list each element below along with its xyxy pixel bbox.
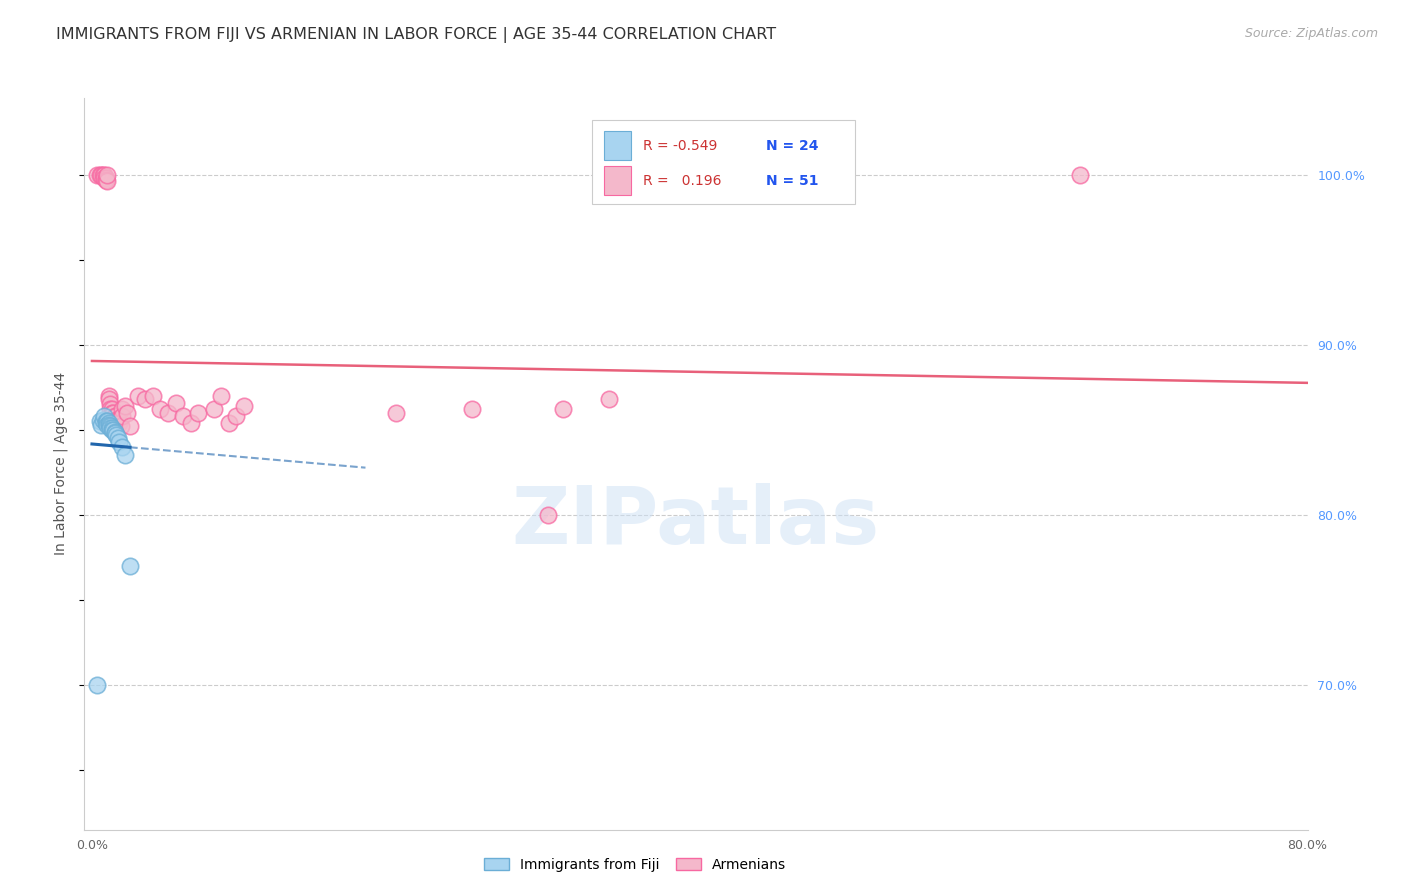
Point: [149, 402, 172, 417]
Text: IMMIGRANTS FROM FIJI VS ARMENIAN IN LABOR FORCE | AGE 35-44 CORRELATION CHART: IMMIGRANTS FROM FIJI VS ARMENIAN IN LABO…: [56, 27, 776, 43]
FancyBboxPatch shape: [605, 166, 631, 195]
Point: [105, 412, 128, 426]
Point: [598, 392, 620, 407]
Point: [110, 419, 132, 434]
Point: [118, 558, 141, 573]
Point: [107, 412, 129, 426]
Point: [172, 409, 194, 424]
Point: [93, 168, 115, 182]
Point: [105, 409, 128, 424]
Text: Source: ZipAtlas.com: Source: ZipAtlas.com: [1244, 27, 1378, 40]
Point: [90, 168, 112, 182]
Point: [90, 417, 112, 432]
Point: [100, 421, 122, 435]
Point: [93, 171, 115, 186]
Point: [108, 416, 131, 430]
Point: [96, 417, 118, 432]
Text: ZIPatlas: ZIPatlas: [512, 483, 880, 561]
Legend: Immigrants from Fiji, Armenians: Immigrants from Fiji, Armenians: [478, 853, 792, 878]
FancyBboxPatch shape: [592, 120, 855, 204]
Point: [91, 412, 114, 426]
Point: [156, 406, 179, 420]
Point: [103, 406, 125, 420]
Point: [225, 409, 247, 424]
Text: N = 24: N = 24: [766, 138, 818, 153]
Point: [111, 409, 134, 424]
Point: [114, 448, 136, 462]
Point: [537, 508, 560, 522]
Point: [97, 416, 120, 430]
Point: [107, 431, 129, 445]
Point: [97, 392, 120, 407]
Point: [232, 399, 254, 413]
Point: [100, 423, 122, 437]
Point: [97, 389, 120, 403]
Point: [104, 426, 127, 441]
Point: [100, 406, 122, 420]
Point: [98, 397, 121, 411]
Point: [94, 171, 117, 186]
Point: [127, 389, 149, 403]
Point: [89, 414, 111, 428]
Point: [105, 428, 128, 442]
Text: N = 51: N = 51: [766, 174, 818, 188]
Y-axis label: In Labor Force | Age 35-44: In Labor Force | Age 35-44: [53, 372, 69, 556]
Point: [1069, 168, 1091, 182]
Point: [209, 389, 232, 403]
Point: [104, 409, 127, 424]
Point: [86, 168, 108, 182]
Point: [91, 168, 114, 182]
Point: [98, 421, 121, 435]
Point: [108, 434, 131, 449]
Point: [98, 419, 121, 434]
Point: [118, 419, 141, 434]
Point: [103, 423, 125, 437]
Point: [94, 416, 117, 430]
FancyBboxPatch shape: [605, 131, 631, 161]
Point: [96, 174, 118, 188]
Point: [107, 416, 129, 430]
Text: R =   0.196: R = 0.196: [644, 174, 721, 188]
Point: [86, 678, 108, 692]
Point: [134, 392, 156, 407]
Point: [93, 409, 115, 424]
Text: R = -0.549: R = -0.549: [644, 138, 717, 153]
Point: [98, 402, 121, 417]
Point: [180, 416, 202, 430]
Point: [96, 168, 118, 182]
Point: [202, 402, 225, 417]
Point: [187, 406, 209, 420]
Point: [94, 414, 117, 428]
Point: [142, 389, 165, 403]
Point: [108, 412, 131, 426]
Point: [111, 440, 134, 454]
Point: [96, 414, 118, 428]
Point: [115, 406, 138, 420]
Point: [111, 402, 134, 417]
Point: [89, 168, 111, 182]
Point: [551, 402, 574, 417]
Point: [94, 173, 117, 187]
Point: [104, 425, 127, 439]
Point: [461, 402, 484, 417]
Point: [114, 399, 136, 413]
Point: [104, 412, 127, 426]
Point: [218, 416, 240, 430]
Point: [97, 417, 120, 432]
Point: [165, 395, 187, 409]
Point: [100, 402, 122, 417]
Point: [385, 406, 408, 420]
